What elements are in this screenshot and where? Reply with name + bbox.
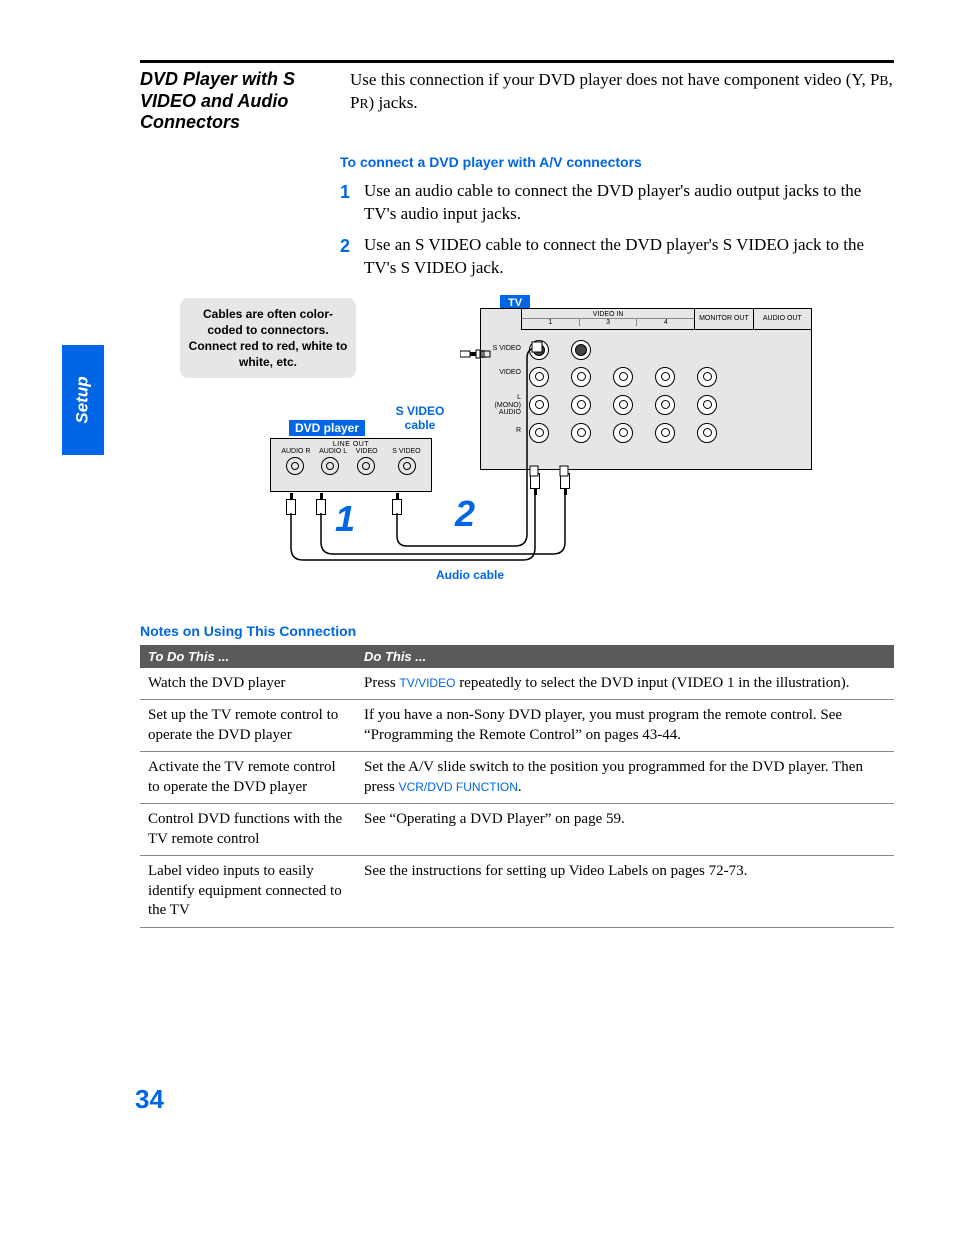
dvd-chip-label: DVD player: [289, 420, 365, 436]
callout-tip: Cables are often color-coded to connecto…: [180, 298, 356, 379]
button-reference: VCR/DVD FUNCTION: [399, 780, 518, 794]
dvd-panel: LINE OUT AUDIO R AUDIO L VIDEO S VIDEO: [270, 438, 432, 492]
table-cell-todo: Activate the TV remote control to operat…: [140, 752, 356, 804]
diagram-step-2: 2: [455, 493, 475, 535]
svideo-jack-icon: [398, 457, 416, 475]
rca-jack-icon: [697, 395, 717, 415]
notes-table: To Do This ... Do This ... Watch the DVD…: [140, 645, 894, 928]
rca-jack-icon: [529, 367, 549, 387]
step-text: Use an audio cable to connect the DVD pl…: [364, 180, 894, 226]
table-cell-todo: Label video inputs to easily identify eq…: [140, 856, 356, 928]
table-cell-todo: Control DVD functions with the TV remote…: [140, 804, 356, 856]
step-number: 1: [340, 180, 364, 204]
table-cell-todo: Watch the DVD player: [140, 668, 356, 700]
notes-heading: Notes on Using This Connection: [140, 623, 894, 639]
tv-header-monitor-out: MONITOR OUT: [694, 309, 752, 329]
sv-plug-icon: [392, 493, 402, 513]
tv-header-audio-out: AUDIO OUT: [753, 309, 811, 329]
audio-cable-label: Audio cable: [430, 568, 510, 582]
tv-panel-header: VIDEO IN 1 3 4 MONITOR OUT AUDIO OUT: [521, 309, 811, 330]
screw-icon: [460, 348, 500, 360]
rca-jack-icon: [697, 423, 717, 443]
rca-jack-icon: [571, 367, 591, 387]
tv-panel: VIDEO IN 1 3 4 MONITOR OUT AUDIO OUT S V…: [480, 308, 812, 470]
content-area: DVD Player with S VIDEO and Audio Connec…: [140, 60, 894, 928]
rca-jack-icon: [529, 423, 549, 443]
intro-paragraph: Use this connection if your DVD player d…: [350, 63, 894, 115]
rca-plug-icon: [316, 493, 326, 513]
table-cell-do: Press TV/VIDEO repeatedly to select the …: [356, 668, 894, 700]
svideo-jack-icon: [571, 340, 591, 360]
step-number: 2: [340, 234, 364, 258]
step-item: 2 Use an S VIDEO cable to connect the DV…: [340, 234, 894, 280]
rca-jack-icon: [286, 457, 304, 475]
dvd-jacks: [271, 457, 431, 475]
dvd-line-out: LINE OUT: [271, 441, 431, 448]
side-tab-label: Setup: [73, 376, 93, 423]
connection-diagram: Cables are often color-coded to connecto…: [180, 298, 820, 588]
step-item: 1 Use an audio cable to connect the DVD …: [340, 180, 894, 226]
rca-jack-icon: [655, 367, 675, 387]
table-row: Watch the DVD playerPress TV/VIDEO repea…: [140, 668, 894, 700]
tv-row-labels: S VIDEO VIDEO L (MONO) AUDIO R: [483, 345, 521, 452]
table-cell-do: See “Operating a DVD Player” on page 59.: [356, 804, 894, 856]
tv-jack-grid: [525, 337, 721, 447]
dvd-jack-labels: AUDIO R AUDIO L VIDEO S VIDEO: [271, 448, 431, 457]
table-row: Set up the TV remote control to operate …: [140, 700, 894, 752]
table-cell-todo: Set up the TV remote control to operate …: [140, 700, 356, 752]
rca-plug-icon: [560, 473, 570, 493]
button-reference: TV/VIDEO: [399, 676, 455, 690]
table-cell-do: See the instructions for setting up Vide…: [356, 856, 894, 928]
rca-jack-icon: [571, 423, 591, 443]
header-row: DVD Player with S VIDEO and Audio Connec…: [140, 60, 894, 134]
rca-jack-icon: [655, 423, 675, 443]
section-title: DVD Player with S VIDEO and Audio Connec…: [140, 63, 350, 134]
rca-jack-icon: [613, 367, 633, 387]
rca-jack-icon: [357, 457, 375, 475]
rca-jack-icon: [529, 395, 549, 415]
side-tab-setup: Setup: [62, 345, 104, 455]
step-text: Use an S VIDEO cable to connect the DVD …: [364, 234, 894, 280]
rca-jack-icon: [613, 395, 633, 415]
rca-jack-icon: [571, 395, 591, 415]
table-header-todo: To Do This ...: [140, 645, 356, 668]
rca-plug-icon: [530, 473, 540, 493]
table-row: Label video inputs to easily identify eq…: [140, 856, 894, 928]
rca-plug-icon: [286, 493, 296, 513]
table-header-do: Do This ...: [356, 645, 894, 668]
table-cell-do: Set the A/V slide switch to the position…: [356, 752, 894, 804]
table-cell-do: If you have a non-Sony DVD player, you m…: [356, 700, 894, 752]
svideo-cable-label: S VIDEO cable: [390, 404, 450, 432]
table-row: Activate the TV remote control to operat…: [140, 752, 894, 804]
tv-header-video-in: VIDEO IN 1 3 4: [521, 309, 694, 329]
rca-jack-icon: [321, 457, 339, 475]
notes-table-body: Watch the DVD playerPress TV/VIDEO repea…: [140, 668, 894, 928]
rca-jack-icon: [697, 367, 717, 387]
svideo-jack-icon: [529, 340, 549, 360]
rca-jack-icon: [613, 423, 633, 443]
rca-jack-icon: [655, 395, 675, 415]
diagram-step-1: 1: [335, 498, 355, 540]
page-number: 34: [135, 1084, 164, 1115]
table-row: Control DVD functions with the TV remote…: [140, 804, 894, 856]
sub-heading: To connect a DVD player with A/V connect…: [340, 154, 894, 170]
steps-list: 1 Use an audio cable to connect the DVD …: [340, 180, 894, 280]
